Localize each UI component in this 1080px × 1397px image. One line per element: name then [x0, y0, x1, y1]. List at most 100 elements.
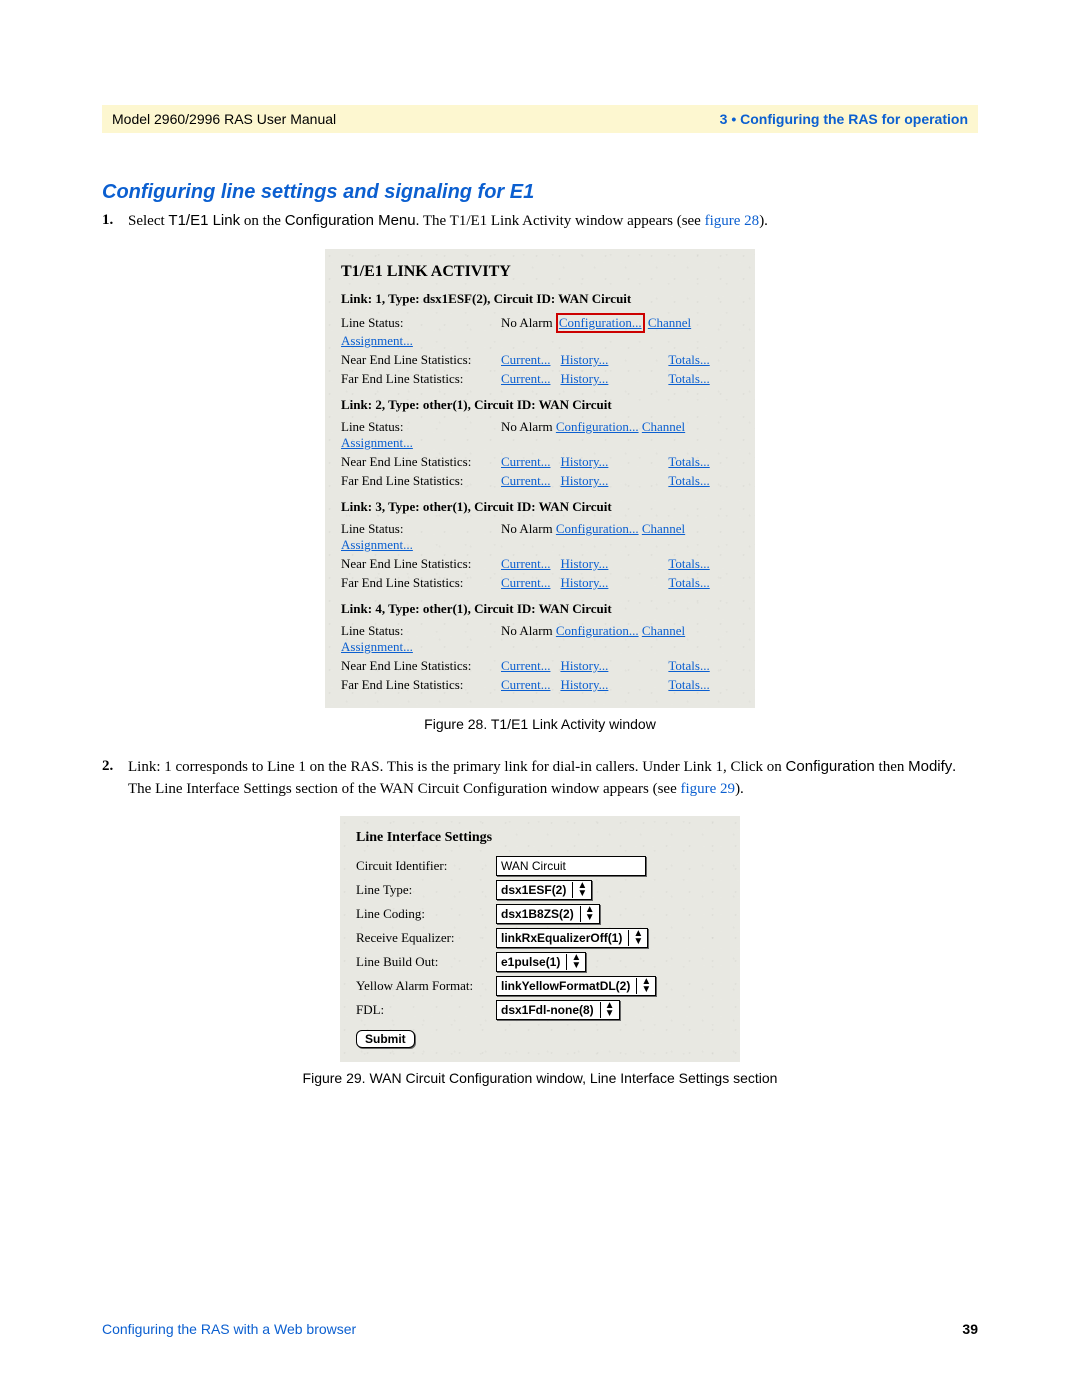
far-end-totals-link[interactable]: Totals...: [668, 473, 709, 488]
figure-29-caption: Figure 29. WAN Circuit Configuration win…: [102, 1070, 978, 1086]
step-1-text-c: . The T1/E1 Link Activity window appears…: [416, 213, 705, 229]
near-end-totals-link[interactable]: Totals...: [668, 454, 709, 469]
far-end-history-link[interactable]: History...: [560, 677, 608, 692]
setting-select-5[interactable]: linkYellowFormatDL(2) ▲▼: [496, 976, 656, 996]
near-end-label: Near End Line Statistics:: [341, 454, 501, 470]
step-1-text-a: Select: [128, 213, 168, 229]
setting-value-1: dsx1ESF(2): [501, 883, 566, 897]
line-status-value: No Alarm: [501, 623, 556, 638]
step-1-ui-b: Configuration Menu: [285, 212, 416, 229]
setting-label-4: Line Build Out:: [356, 954, 496, 970]
near-end-label: Near End Line Statistics:: [341, 658, 501, 674]
section-title: Configuring line settings and signaling …: [102, 181, 978, 204]
far-end-history-link[interactable]: History...: [560, 575, 608, 590]
step-1-ui-a: T1/E1 Link: [168, 212, 240, 229]
near-end-history-link[interactable]: History...: [560, 352, 608, 367]
setting-value-5: linkYellowFormatDL(2): [501, 979, 630, 993]
figure-28-ref[interactable]: figure 28: [705, 213, 760, 229]
setting-select-3[interactable]: linkRxEqualizerOff(1) ▲▼: [496, 928, 648, 948]
chevrons-icon: ▲▼: [628, 930, 643, 946]
figure-29-ref[interactable]: figure 29: [680, 781, 735, 797]
step-1-text-d: ).: [759, 213, 768, 229]
far-end-current-link[interactable]: Current...: [501, 677, 550, 692]
near-end-current-link[interactable]: Current...: [501, 454, 550, 469]
near-end-totals-link[interactable]: Totals...: [668, 352, 709, 367]
figure-28-caption: Figure 28. T1/E1 Link Activity window: [102, 716, 978, 732]
setting-label-1: Line Type:: [356, 882, 496, 898]
near-end-totals-link[interactable]: Totals...: [668, 556, 709, 571]
configuration-link[interactable]: Configuration...: [556, 313, 645, 333]
header-manual-title: Model 2960/2996 RAS User Manual: [112, 111, 336, 127]
configuration-link[interactable]: Configuration...: [556, 623, 639, 638]
fig28-link-4-header: Link: 4, Type: other(1), Circuit ID: WAN…: [341, 601, 739, 617]
step-2-number: 2.: [102, 756, 128, 801]
step-2-text-a: Link: 1 corresponds to Line 1 on the RAS…: [128, 759, 786, 775]
fig29-title: Line Interface Settings: [356, 830, 724, 846]
near-end-history-link[interactable]: History...: [560, 556, 608, 571]
far-end-totals-link[interactable]: Totals...: [668, 371, 709, 386]
setting-label-5: Yellow Alarm Format:: [356, 978, 496, 994]
near-end-current-link[interactable]: Current...: [501, 658, 550, 673]
configuration-link[interactable]: Configuration...: [556, 521, 639, 536]
setting-value-3: linkRxEqualizerOff(1): [501, 931, 622, 945]
setting-value-4: e1pulse(1): [501, 955, 560, 969]
setting-select-2[interactable]: dsx1B8ZS(2)▲▼: [496, 904, 600, 924]
configuration-link[interactable]: Configuration...: [556, 419, 639, 434]
near-end-current-link[interactable]: Current...: [501, 556, 550, 571]
line-status-value: No Alarm: [501, 419, 556, 434]
setting-select-6[interactable]: dsx1Fdl-none(8) ▲▼: [496, 1000, 620, 1020]
near-end-history-link[interactable]: History...: [560, 454, 608, 469]
chevrons-icon: ▲▼: [572, 882, 587, 898]
step-2-text-b: then: [875, 759, 908, 775]
far-end-history-link[interactable]: History...: [560, 371, 608, 386]
far-end-label: Far End Line Statistics:: [341, 473, 501, 489]
setting-value-6: dsx1Fdl-none(8): [501, 1003, 594, 1017]
setting-label-3: Receive Equalizer:: [356, 930, 496, 946]
far-end-current-link[interactable]: Current...: [501, 575, 550, 590]
fig28-title: T1/E1 LINK ACTIVITY: [341, 263, 739, 281]
line-status-label: Line Status:: [341, 623, 501, 639]
setting-select-1[interactable]: dsx1ESF(2) ▲▼: [496, 880, 592, 900]
fig28-link-2-header: Link: 2, Type: other(1), Circuit ID: WAN…: [341, 397, 739, 413]
step-2-text-d: ).: [735, 781, 744, 797]
fig28-link-3-header: Link: 3, Type: other(1), Circuit ID: WAN…: [341, 499, 739, 515]
far-end-current-link[interactable]: Current...: [501, 371, 550, 386]
far-end-totals-link[interactable]: Totals...: [668, 575, 709, 590]
line-status-value: No Alarm: [501, 315, 556, 330]
chevrons-icon: ▲▼: [566, 954, 581, 970]
chevrons-icon: ▲▼: [580, 906, 595, 922]
page-number: 39: [962, 1321, 978, 1337]
footer-section-title: Configuring the RAS with a Web browser: [102, 1321, 356, 1337]
chevrons-icon: ▲▼: [600, 1002, 615, 1018]
far-end-history-link[interactable]: History...: [560, 473, 608, 488]
step-2-ui-b: Modify: [908, 758, 952, 775]
line-status-value: No Alarm: [501, 521, 556, 536]
page-footer: Configuring the RAS with a Web browser 3…: [102, 1321, 978, 1337]
setting-select-4[interactable]: e1pulse(1) ▲▼: [496, 952, 586, 972]
far-end-label: Far End Line Statistics:: [341, 575, 501, 591]
chevrons-icon: ▲▼: [636, 978, 651, 994]
header-chapter-title: 3 • Configuring the RAS for operation: [720, 111, 968, 127]
near-end-totals-link[interactable]: Totals...: [668, 658, 709, 673]
line-status-label: Line Status:: [341, 521, 501, 537]
near-end-label: Near End Line Statistics:: [341, 556, 501, 572]
setting-label-2: Line Coding:: [356, 906, 496, 922]
figure-28-image: T1/E1 LINK ACTIVITY Link: 1, Type: dsx1E…: [325, 249, 755, 708]
step-2-ui-a: Configuration: [786, 758, 875, 775]
line-status-label: Line Status:: [341, 419, 501, 435]
line-status-label: Line Status:: [341, 315, 501, 331]
step-2-body: Link: 1 corresponds to Line 1 on the RAS…: [128, 756, 978, 801]
step-2: 2. Link: 1 corresponds to Line 1 on the …: [102, 756, 978, 801]
near-end-history-link[interactable]: History...: [560, 658, 608, 673]
setting-label-6: FDL:: [356, 1002, 496, 1018]
fig28-link-1-header: Link: 1, Type: dsx1ESF(2), Circuit ID: W…: [341, 291, 739, 307]
circuit-identifier-input[interactable]: WAN Circuit: [496, 856, 646, 876]
step-1-body: Select T1/E1 Link on the Configuration M…: [128, 210, 978, 233]
far-end-totals-link[interactable]: Totals...: [668, 677, 709, 692]
far-end-current-link[interactable]: Current...: [501, 473, 550, 488]
far-end-label: Far End Line Statistics:: [341, 371, 501, 387]
near-end-label: Near End Line Statistics:: [341, 352, 501, 368]
page-header: Model 2960/2996 RAS User Manual 3 • Conf…: [102, 105, 978, 133]
submit-button[interactable]: Submit: [356, 1030, 415, 1048]
near-end-current-link[interactable]: Current...: [501, 352, 550, 367]
